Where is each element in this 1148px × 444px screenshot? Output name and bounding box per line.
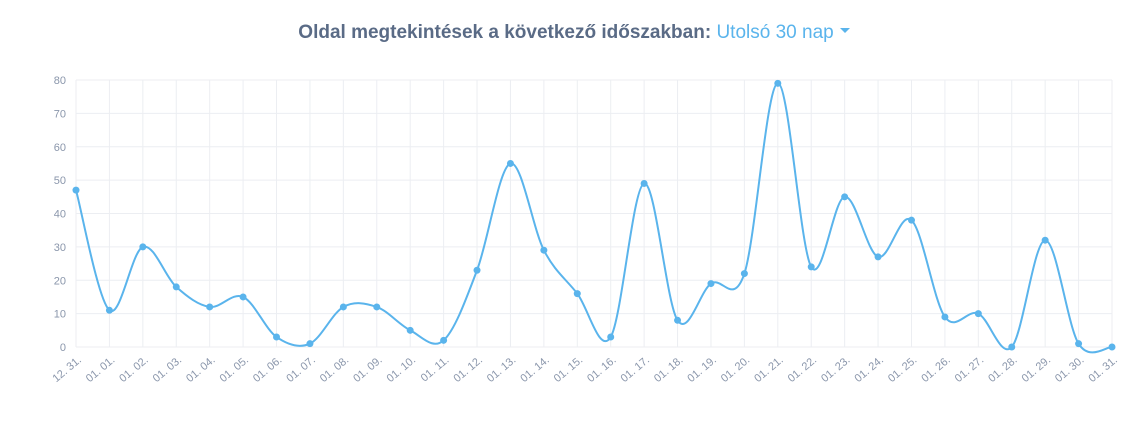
data-point[interactable]: [440, 336, 448, 344]
data-point[interactable]: [941, 313, 949, 321]
data-point[interactable]: [373, 303, 381, 311]
data-point[interactable]: [339, 303, 347, 311]
series-line: [75, 82, 1113, 354]
y-tick-label: 0: [60, 342, 66, 354]
x-tick-label: 01. 20.: [719, 354, 752, 385]
x-tick-label: 01. 04.: [184, 354, 217, 385]
x-tick-label: 01. 16.: [585, 354, 618, 385]
x-axis: 12. 31. 01. 01. 01. 02. 01. 03. 01. 04. 01. 0…: [50, 354, 1119, 385]
data-point[interactable]: [607, 333, 615, 341]
data-point[interactable]: [1075, 340, 1083, 348]
x-tick-label: 01. 10.: [385, 354, 418, 385]
chart-grid: [75, 79, 1113, 348]
data-point[interactable]: [406, 326, 414, 334]
caret-down-icon: [839, 28, 850, 34]
x-tick-label: 01. 12.: [451, 354, 484, 385]
x-tick-label: 01. 24.: [853, 354, 886, 385]
data-point[interactable]: [105, 306, 113, 314]
data-point[interactable]: [707, 280, 715, 288]
data-point[interactable]: [139, 243, 147, 251]
data-point[interactable]: [306, 340, 314, 348]
data-point[interactable]: [974, 310, 982, 318]
y-tick-label: 50: [54, 175, 66, 187]
x-tick-label: 01. 29.: [1020, 354, 1053, 385]
data-point[interactable]: [907, 216, 915, 224]
y-tick-label: 30: [54, 242, 66, 254]
x-tick-label: 01. 25.: [886, 354, 919, 385]
y-axis: 0 10 20 30 40 50 60 70 80: [54, 75, 66, 354]
data-point[interactable]: [206, 303, 214, 311]
period-dropdown-label: Utolsó 30 nap: [716, 22, 834, 43]
period-dropdown[interactable]: Utolsó 30 nap: [716, 22, 850, 43]
y-tick-label: 70: [54, 108, 66, 120]
data-point[interactable]: [807, 263, 815, 271]
x-tick-label: 01. 01.: [84, 354, 117, 385]
x-tick-label: 01. 09.: [351, 354, 384, 385]
data-point[interactable]: [674, 316, 682, 324]
x-tick-label: 01. 14.: [518, 354, 551, 385]
x-tick-label: 01. 02.: [117, 354, 150, 385]
x-tick-label: 01. 06.: [251, 354, 284, 385]
data-point[interactable]: [273, 333, 281, 341]
x-tick-label: 01. 26.: [919, 354, 952, 385]
x-tick-label: 01. 22.: [786, 354, 819, 385]
data-point[interactable]: [506, 159, 514, 167]
x-tick-label: 01. 11.: [419, 354, 452, 384]
data-point[interactable]: [72, 186, 80, 194]
x-tick-label: 01. 31.: [1086, 354, 1119, 385]
x-tick-label: 01. 03.: [151, 354, 184, 385]
x-tick-label: 01. 28.: [986, 354, 1019, 385]
data-points: [72, 79, 1116, 351]
data-point[interactable]: [640, 179, 648, 187]
data-point[interactable]: [874, 253, 882, 261]
y-tick-label: 40: [54, 209, 66, 221]
data-point[interactable]: [1008, 343, 1016, 351]
data-point[interactable]: [841, 193, 849, 201]
y-tick-label: 80: [54, 75, 66, 87]
x-tick-label: 01. 13.: [485, 354, 518, 385]
data-point[interactable]: [239, 293, 247, 301]
x-tick-label: 01. 27.: [953, 354, 986, 385]
data-point[interactable]: [473, 266, 481, 274]
x-tick-label: 12. 31.: [50, 354, 83, 385]
y-tick-label: 60: [54, 142, 66, 154]
data-point[interactable]: [1108, 343, 1116, 351]
x-tick-label: 01. 15.: [552, 354, 585, 385]
x-tick-label: 01. 17.: [619, 354, 652, 385]
data-point[interactable]: [573, 290, 581, 298]
data-point[interactable]: [1041, 236, 1049, 244]
x-tick-label: 01. 05.: [218, 354, 251, 385]
data-point[interactable]: [774, 79, 782, 87]
x-tick-label: 01. 23.: [819, 354, 852, 385]
data-point[interactable]: [172, 283, 180, 291]
x-tick-label: 01. 21.: [752, 354, 785, 385]
chart-header: Oldal megtekintések a következő időszakb…: [0, 22, 1148, 44]
y-tick-label: 20: [54, 275, 66, 287]
data-point[interactable]: [740, 270, 748, 278]
chart-header-label: Oldal megtekintések a következő időszakb…: [298, 22, 712, 43]
x-tick-label: 01. 30.: [1053, 354, 1086, 385]
x-tick-label: 01. 18.: [652, 354, 685, 385]
x-tick-label: 01. 19.: [685, 354, 718, 385]
data-point[interactable]: [540, 246, 548, 254]
x-tick-label: 01. 07.: [284, 354, 317, 385]
x-tick-label: 01. 08.: [318, 354, 351, 385]
y-tick-label: 10: [54, 309, 66, 321]
